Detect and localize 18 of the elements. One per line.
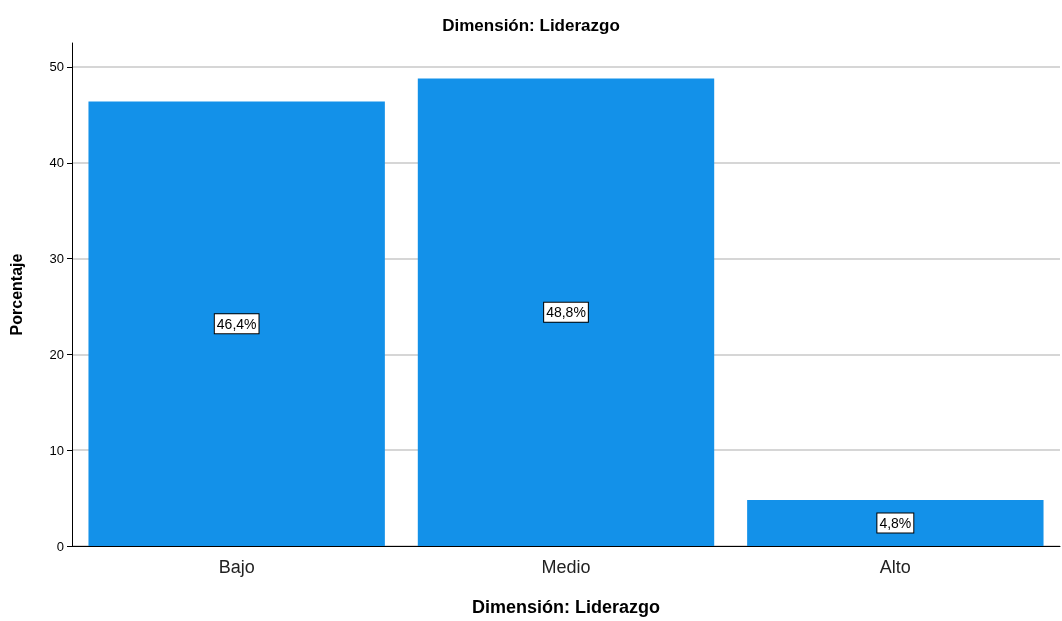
x-axis-title: Dimensión: Liderazgo <box>471 597 661 617</box>
data-label: 46,4% <box>216 315 257 332</box>
data-label: 4,8% <box>879 515 912 532</box>
bar <box>417 78 715 546</box>
y-tick-label: 30 <box>49 251 64 267</box>
bar <box>88 101 385 546</box>
y-axis-title: Porcentaje <box>7 253 25 336</box>
y-tick-label: 20 <box>49 346 64 362</box>
chart-title: Dimensión: Liderazgo <box>442 16 620 35</box>
y-tick-label: 0 <box>56 538 64 554</box>
y-tick-label: 10 <box>49 442 64 458</box>
x-tick-label: Medio <box>541 557 591 577</box>
data-label: 48,8% <box>546 304 586 321</box>
x-tick-label: Alto <box>879 557 911 577</box>
bar <box>747 500 1044 546</box>
y-tick-label: 50 <box>49 59 64 75</box>
y-tick-label: 40 <box>49 155 64 171</box>
x-tick-label: Bajo <box>218 557 255 577</box>
